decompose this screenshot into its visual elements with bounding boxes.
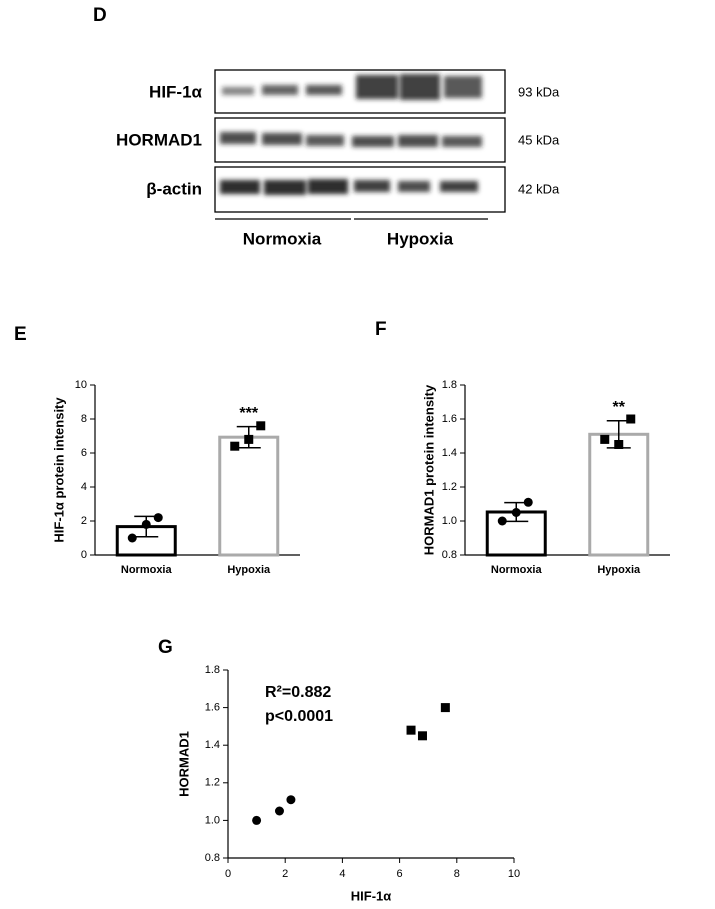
point [274,806,284,816]
x-tick-label: Hypoxia [227,564,271,576]
point [406,725,416,735]
blot-group: Normoxia [243,229,322,248]
x-tick-label: 0 [225,868,231,880]
y-tick-label: 4 [81,481,87,493]
x-tick-label: Hypoxia [597,564,641,576]
y-tick-label: 1.4 [205,739,220,751]
point [626,414,636,424]
y-tick-label: 0 [81,549,87,561]
y-tick-label: 1.0 [205,814,220,826]
blot-row-label: HIF-1α [149,82,203,101]
panel-label: G [158,637,173,658]
point [252,815,262,825]
bar [588,432,650,557]
y-tick-label: 1.2 [442,481,457,493]
annotation: ** [613,399,626,416]
point [600,434,610,444]
y-tick-label: 1.6 [205,702,220,714]
panel-label: E [14,324,27,345]
point [256,421,266,431]
y-tick-label: 2 [81,515,87,527]
blot-row-label: β-actin [146,179,202,198]
y-tick-label: 1.4 [442,447,457,459]
y-tick-label: 1.6 [442,413,457,425]
annotation: p<0.0001 [265,708,333,725]
point [286,795,296,805]
point [230,441,240,451]
x-axis-label: HIF-1α [351,888,392,903]
x-tick-label: Normoxia [121,564,173,576]
point [127,533,137,543]
x-tick-label: 2 [282,868,288,880]
point [523,497,533,507]
point [141,519,151,529]
x-tick-label: 6 [397,868,403,880]
blot-frames [214,69,506,220]
y-tick-label: 0.8 [205,852,220,864]
blot-row-label: HORMAD1 [116,130,202,149]
point [417,731,427,741]
y-tick-label: 1.8 [442,379,457,391]
blot-size: 42 kDa [518,181,560,196]
bar [218,435,280,557]
y-axis-label: HIF-1α protein intensity [51,397,66,543]
point [497,516,507,526]
point [614,440,624,449]
annotation: R²=0.882 [265,684,331,701]
blot-bands [220,74,482,195]
annotation: *** [239,405,258,422]
point [244,434,254,444]
y-tick-label: 1.2 [205,777,220,789]
y-tick-label: 1.8 [205,664,220,676]
panel-label: F [375,319,387,340]
blot-group: Hypoxia [387,229,454,248]
bar [115,525,177,557]
y-axis-label: HORMAD1 protein intensity [421,384,436,555]
x-tick-label: 4 [339,868,345,880]
x-tick-label: Normoxia [491,564,543,576]
y-tick-label: 6 [81,447,87,459]
y-tick-label: 0.8 [442,549,457,561]
y-tick-label: 1.0 [442,515,457,527]
point [153,513,163,523]
y-axis-label: HORMAD1 [176,731,191,797]
point [440,703,450,713]
point [511,508,521,517]
x-tick-label: 10 [508,868,520,880]
y-tick-label: 8 [81,413,87,425]
panel-label: D [93,5,107,26]
x-tick-label: 8 [454,868,460,880]
blot-size: 93 kDa [518,84,560,99]
y-tick-label: 10 [75,379,87,391]
blot-size: 45 kDa [518,132,560,147]
